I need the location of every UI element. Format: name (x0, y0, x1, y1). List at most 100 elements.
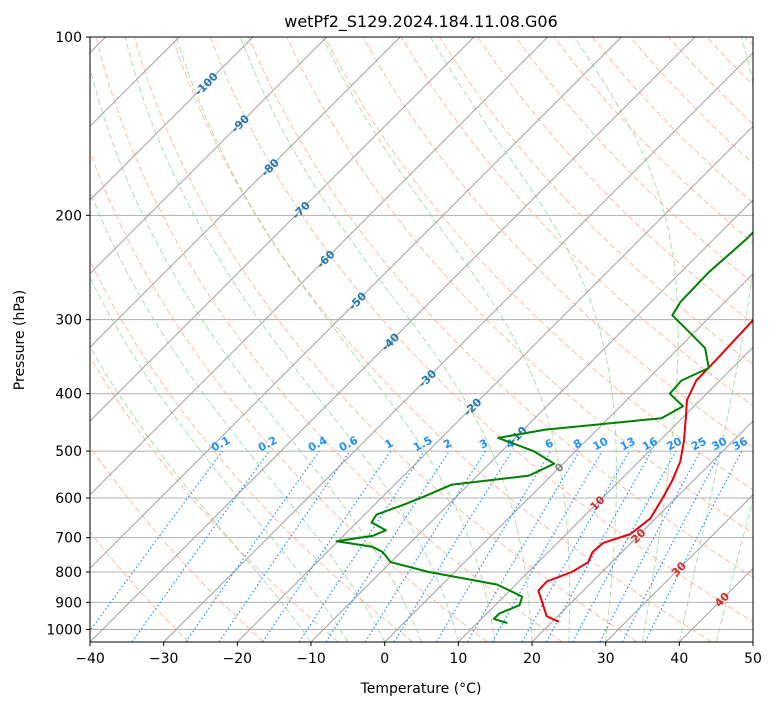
dry-adiabat (95, 37, 563, 642)
mixing-ratio-line (572, 450, 677, 642)
dewpoint-point (518, 604, 521, 606)
isotherm-line (90, 37, 475, 422)
x-tick-label: 40 (670, 651, 688, 667)
dry-adiabat (90, 356, 339, 642)
isotherm-line (90, 37, 549, 496)
dewpoint-point (669, 392, 671, 395)
dry-adiabat (248, 37, 753, 578)
dewpoint-point (498, 612, 501, 615)
moist-adiabat (574, 37, 679, 642)
y-tick-label: 100 (55, 30, 82, 46)
dewpoint-point (679, 301, 682, 303)
chart-title: wetPf2_S129.2024.184.11.08.G06 (284, 12, 558, 32)
moist-adiabat (239, 37, 533, 642)
moist-adiabat (90, 276, 349, 642)
moist-adiabat (430, 37, 617, 642)
sounding-profiles (335, 230, 753, 624)
isotherm-line (605, 493, 753, 642)
mixing-ratio-line (131, 450, 270, 642)
x-tick-label: 50 (744, 651, 762, 667)
moist-adiabat (90, 345, 312, 642)
temperature-point (541, 601, 543, 604)
isotherms (90, 37, 753, 642)
mixing-ratio-line (325, 450, 450, 642)
mixing-ratio-line (393, 450, 513, 642)
x-tick-label: 30 (597, 651, 615, 667)
isotherm-line (163, 51, 753, 642)
dewpoint-point (532, 450, 535, 452)
isotherm-line (90, 37, 696, 642)
dewpoint-point (521, 595, 523, 598)
pressure-gridlines (90, 37, 753, 630)
plot-area (90, 37, 753, 642)
dewpoint-point (660, 417, 663, 420)
dewpoint-point (370, 521, 373, 524)
dewpoint-point (506, 622, 508, 624)
isotherm-line (457, 346, 753, 642)
y-tick-label: 900 (55, 595, 82, 611)
dewpoint-point (385, 529, 387, 531)
dry-adiabat (400, 37, 753, 407)
x-axis-title: Temperature (°C) (360, 681, 482, 697)
mixing-ratio-line (90, 450, 223, 632)
dewpoint-point (428, 571, 430, 573)
mixing-ratio-label: 13 (618, 435, 638, 454)
x-tick-label: 20 (523, 651, 541, 667)
dewpoint-point (528, 474, 530, 477)
mixing-ratio-label: 20 (664, 434, 684, 453)
y-tick-label: 500 (55, 444, 82, 460)
y-tick-label: 700 (55, 531, 82, 547)
temperature-point (591, 551, 594, 553)
temperature-point (587, 561, 589, 563)
dewpoint-point (403, 503, 406, 506)
dewpoint-profile-line (335, 230, 753, 624)
dewpoint-point (744, 239, 747, 241)
y-tick-label: 200 (55, 208, 82, 224)
y-axis: 1000 900 800 700 600 500 400 300 200 100 (46, 30, 90, 638)
moist-adiabat (90, 189, 386, 642)
temperature-point (571, 571, 573, 573)
isotherm-line (384, 272, 753, 642)
dry-adiabat (90, 445, 264, 642)
moist-adiabat (322, 37, 571, 642)
plot-frame (89, 36, 754, 643)
temperature-point (683, 439, 685, 442)
dewpoint-point (680, 379, 683, 382)
mixing-ratio-label: 25 (689, 435, 709, 454)
temperature-point (679, 460, 682, 463)
isotherm-line (531, 420, 753, 642)
dewpoint-point (544, 428, 547, 431)
y-tick-label: 1000 (46, 622, 82, 638)
moist-adiabat (678, 37, 753, 642)
isotherm-line (310, 199, 753, 642)
dewpoint-point (708, 367, 710, 369)
mixing-ratio-label: 10 (591, 434, 611, 453)
x-tick-label: −10 (296, 651, 326, 667)
x-tick-label: 10 (449, 651, 467, 667)
temperature-point (602, 542, 604, 544)
dewpoint-point (371, 545, 374, 548)
y-axis-title: Pressure (hPa) (12, 290, 28, 390)
dewpoint-point (450, 484, 453, 486)
dewpoint-point (496, 583, 499, 586)
dry-adiabat (210, 37, 753, 623)
dry-adiabat (171, 37, 712, 642)
dewpoint-point (684, 327, 687, 329)
dry-adiabat (515, 37, 753, 284)
y-tick-label: 400 (55, 387, 82, 403)
dewpoint-point (375, 513, 378, 516)
dewpoint-point (372, 535, 374, 537)
mixing-ratio-line (218, 450, 351, 642)
temperature-point (685, 417, 687, 420)
temperature-point (545, 615, 548, 617)
temperature-point (695, 379, 698, 382)
isotherm-line (90, 37, 254, 201)
x-tick-label: 0 (380, 651, 389, 667)
y-tick-label: 800 (55, 565, 82, 581)
x-tick-label: −40 (75, 651, 105, 667)
x-tick-label: −30 (149, 651, 179, 667)
dewpoint-point (497, 437, 500, 439)
dewpoint-point (381, 551, 384, 553)
isotherm-line (90, 37, 622, 570)
